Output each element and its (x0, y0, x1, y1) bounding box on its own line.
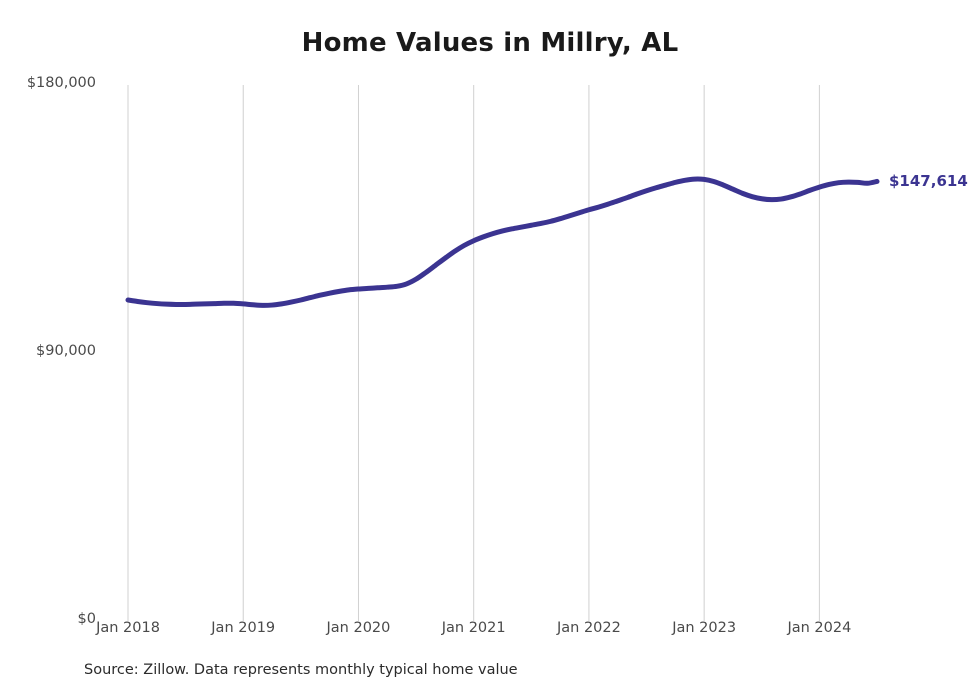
y-tick-180000: $180,000 (26, 75, 96, 91)
x-tick-jan-2021: Jan 2021 (441, 620, 506, 636)
x-tick-jan-2018: Jan 2018 (96, 620, 160, 636)
x-tick-jan-2024: Jan 2024 (787, 620, 852, 636)
chart-title: Home Values in Millry, AL (301, 28, 679, 58)
y-tick-0: $0 (77, 611, 96, 627)
end-value-label: $147,614 (889, 172, 968, 191)
x-tick-jan-2022: Jan 2022 (556, 620, 621, 636)
y-tick-90000: $90,000 (36, 343, 96, 359)
x-tick-jan-2020: Jan 2020 (326, 620, 391, 636)
source-note: Source: Zillow. Data represents monthly … (84, 662, 518, 678)
x-gridlines (127, 85, 820, 621)
x-tick-jan-2019: Jan 2019 (211, 620, 276, 636)
home-value-line (125, 176, 880, 308)
x-tick-jan-2023: Jan 2023 (672, 620, 737, 636)
